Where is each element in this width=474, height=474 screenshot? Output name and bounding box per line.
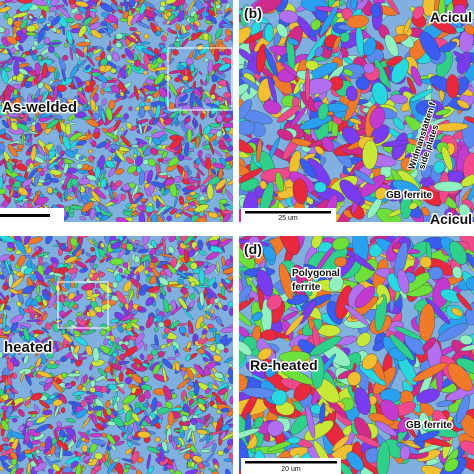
annotation: Acicul [430, 211, 472, 227]
annotation: ferrite [292, 282, 321, 293]
map-panel [239, 0, 474, 222]
annotation: Re-heated [250, 357, 318, 373]
scale-bar [245, 461, 337, 464]
scale-label: 25 um [278, 215, 298, 222]
panel-label: (d) [244, 241, 262, 257]
annotation: Polygonal [292, 268, 340, 279]
inset-box [57, 281, 109, 329]
map-panel [0, 236, 233, 474]
map-panel [239, 236, 474, 474]
scale-label: 20 um [281, 466, 301, 473]
annotation: Acicul [430, 9, 472, 25]
annotation: GB ferrite [406, 420, 453, 431]
panel-label: (b) [244, 5, 262, 21]
annotation: heated [4, 339, 52, 356]
annotation: GB ferrite [386, 190, 433, 201]
map-panel [0, 0, 233, 222]
annotation: As-welded [2, 99, 77, 116]
inset-box [167, 47, 233, 111]
scale-bar [245, 211, 331, 214]
scale-bar [0, 214, 50, 217]
